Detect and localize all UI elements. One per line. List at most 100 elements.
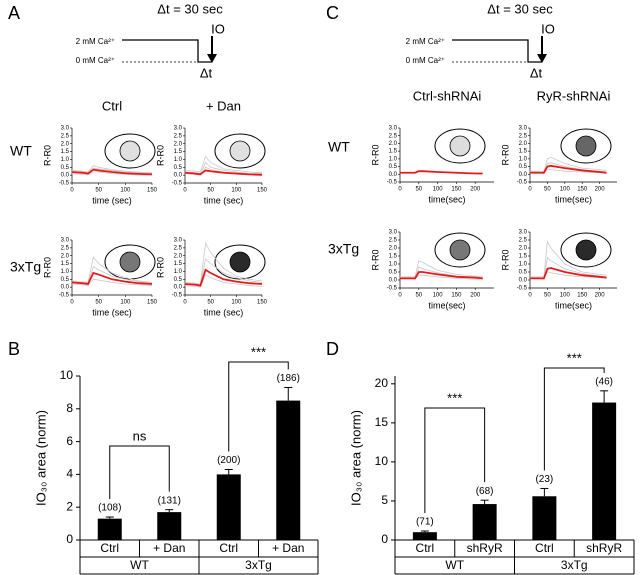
x-tick-label: 0: [528, 187, 532, 193]
sample-size: (68): [476, 486, 494, 497]
x-tick-label: 0: [70, 188, 74, 194]
trace: [530, 267, 607, 280]
bar: [216, 474, 241, 540]
y-tick-label: 2.5: [61, 245, 70, 251]
category-label: shRyR: [586, 541, 622, 555]
x-tick-label: 150: [147, 188, 158, 194]
sample-size: (46): [595, 376, 613, 387]
y-tick-label: 3.0: [174, 238, 183, 244]
y-axis-label: R-R0: [370, 249, 380, 270]
panel-label: A: [8, 3, 20, 23]
group-label: 3xTg: [561, 558, 588, 572]
x-tick-label: 100: [433, 187, 444, 193]
significance-bracket: [424, 407, 486, 514]
schematic-trace: [452, 39, 542, 63]
x-tick-label: 150: [451, 187, 462, 193]
y-tick-label: 0.0: [174, 285, 183, 291]
y-tick-label: 20: [375, 376, 389, 390]
y-tick-label: 2.5: [519, 133, 528, 139]
bar: [276, 400, 301, 540]
significance-bracket: [543, 367, 605, 471]
sample-size: (200): [217, 455, 240, 466]
x-tick-label: 100: [120, 188, 131, 194]
significance-label: ***: [567, 350, 582, 365]
y-tick-label: -0.5: [172, 293, 183, 299]
y-tick-label: 3.0: [61, 238, 70, 244]
y-axis-label: R-R0: [42, 257, 52, 278]
x-tick-label: 0: [398, 187, 402, 193]
schematic-low: 0 mM Ca²⁺: [76, 56, 115, 65]
y-tick-label: 3.0: [389, 230, 398, 236]
y-tick-label: 0.0: [389, 278, 398, 284]
x-tick-label: 0: [398, 293, 402, 299]
inset-cell: [119, 140, 141, 162]
y-tick-label: 1.5: [61, 261, 70, 267]
trace: [71, 168, 153, 176]
y-tick-label: 3.0: [519, 126, 528, 132]
x-tick-label: 100: [231, 300, 242, 306]
sample-size: (23): [535, 474, 553, 485]
x-tick-label: 50: [207, 300, 214, 306]
x-tick-label: 50: [544, 187, 551, 193]
y-tick-label: 1.0: [519, 156, 528, 162]
y-tick-label: -0.5: [59, 181, 70, 187]
bar: [412, 532, 437, 540]
y-tick-label: 3.0: [389, 126, 398, 132]
schematic-trace: [122, 39, 212, 63]
trace: [184, 268, 263, 287]
x-tick-label: 100: [120, 300, 131, 306]
y-tick-label: 0.0: [519, 172, 528, 178]
x-axis-label: time(sec): [555, 300, 592, 310]
y-tick-label: 0.0: [389, 172, 398, 178]
sample-size: (108): [98, 503, 121, 514]
x-tick-label: 100: [433, 293, 444, 299]
x-axis-label: time (sec): [204, 307, 244, 317]
x-tick-label: 150: [257, 300, 268, 306]
y-tick-label: 2.0: [519, 246, 528, 252]
y-tick-label: 0.5: [61, 277, 70, 283]
y-tick-label: 2.0: [174, 141, 183, 147]
x-tick-label: 150: [451, 293, 462, 299]
inset-cell: [449, 239, 471, 261]
x-axis-label: time(sec): [555, 194, 592, 204]
x-tick-label: 150: [257, 188, 268, 194]
bar: [472, 504, 497, 540]
schematic-title: Δt = 30 sec: [487, 1, 553, 16]
schematic-arrowhead: [537, 54, 547, 63]
category-label: Ctrl: [219, 541, 238, 555]
group-label: 3xTg: [245, 558, 272, 572]
y-tick-label: -0.5: [172, 181, 183, 187]
significance-bracket: [109, 445, 170, 500]
bar: [532, 496, 557, 540]
x-tick-label: 50: [544, 293, 551, 299]
schematic-title: Δt = 30 sec: [157, 1, 223, 16]
y-tick-label: -0.5: [517, 180, 528, 186]
inset-cell: [229, 140, 251, 162]
x-tick-label: 100: [560, 293, 571, 299]
inset-cell: [449, 135, 471, 157]
sample-size: (186): [277, 373, 300, 384]
row-label: 3xTg: [10, 259, 41, 275]
y-tick-label: 0.5: [519, 270, 528, 276]
x-tick-label: 200: [470, 187, 481, 193]
y-tick-label: 1.0: [174, 269, 183, 275]
trace: [184, 241, 263, 285]
y-tick-label: 1.5: [174, 261, 183, 267]
trace: [400, 170, 483, 175]
y-tick-label: 2.5: [389, 238, 398, 244]
x-tick-label: 0: [183, 188, 187, 194]
trace: [71, 165, 153, 174]
bar: [97, 518, 122, 540]
y-tick-label: 5: [381, 493, 388, 507]
y-tick-label: 0.5: [519, 164, 528, 170]
y-axis-label: R-R0: [500, 249, 510, 270]
trace: [184, 169, 263, 176]
schematic-low: 0 mM Ca²⁺: [406, 56, 445, 65]
schematic-stimulus: IO: [541, 21, 555, 36]
x-tick-label: 150: [147, 300, 158, 306]
y-tick-label: 0.5: [389, 270, 398, 276]
chart-title: Ctrl-shRNAi: [413, 88, 482, 103]
x-axis-label: time(sec): [428, 194, 465, 204]
row-label: 3xTg: [328, 241, 359, 257]
y-axis-label: R-R0: [42, 145, 52, 166]
